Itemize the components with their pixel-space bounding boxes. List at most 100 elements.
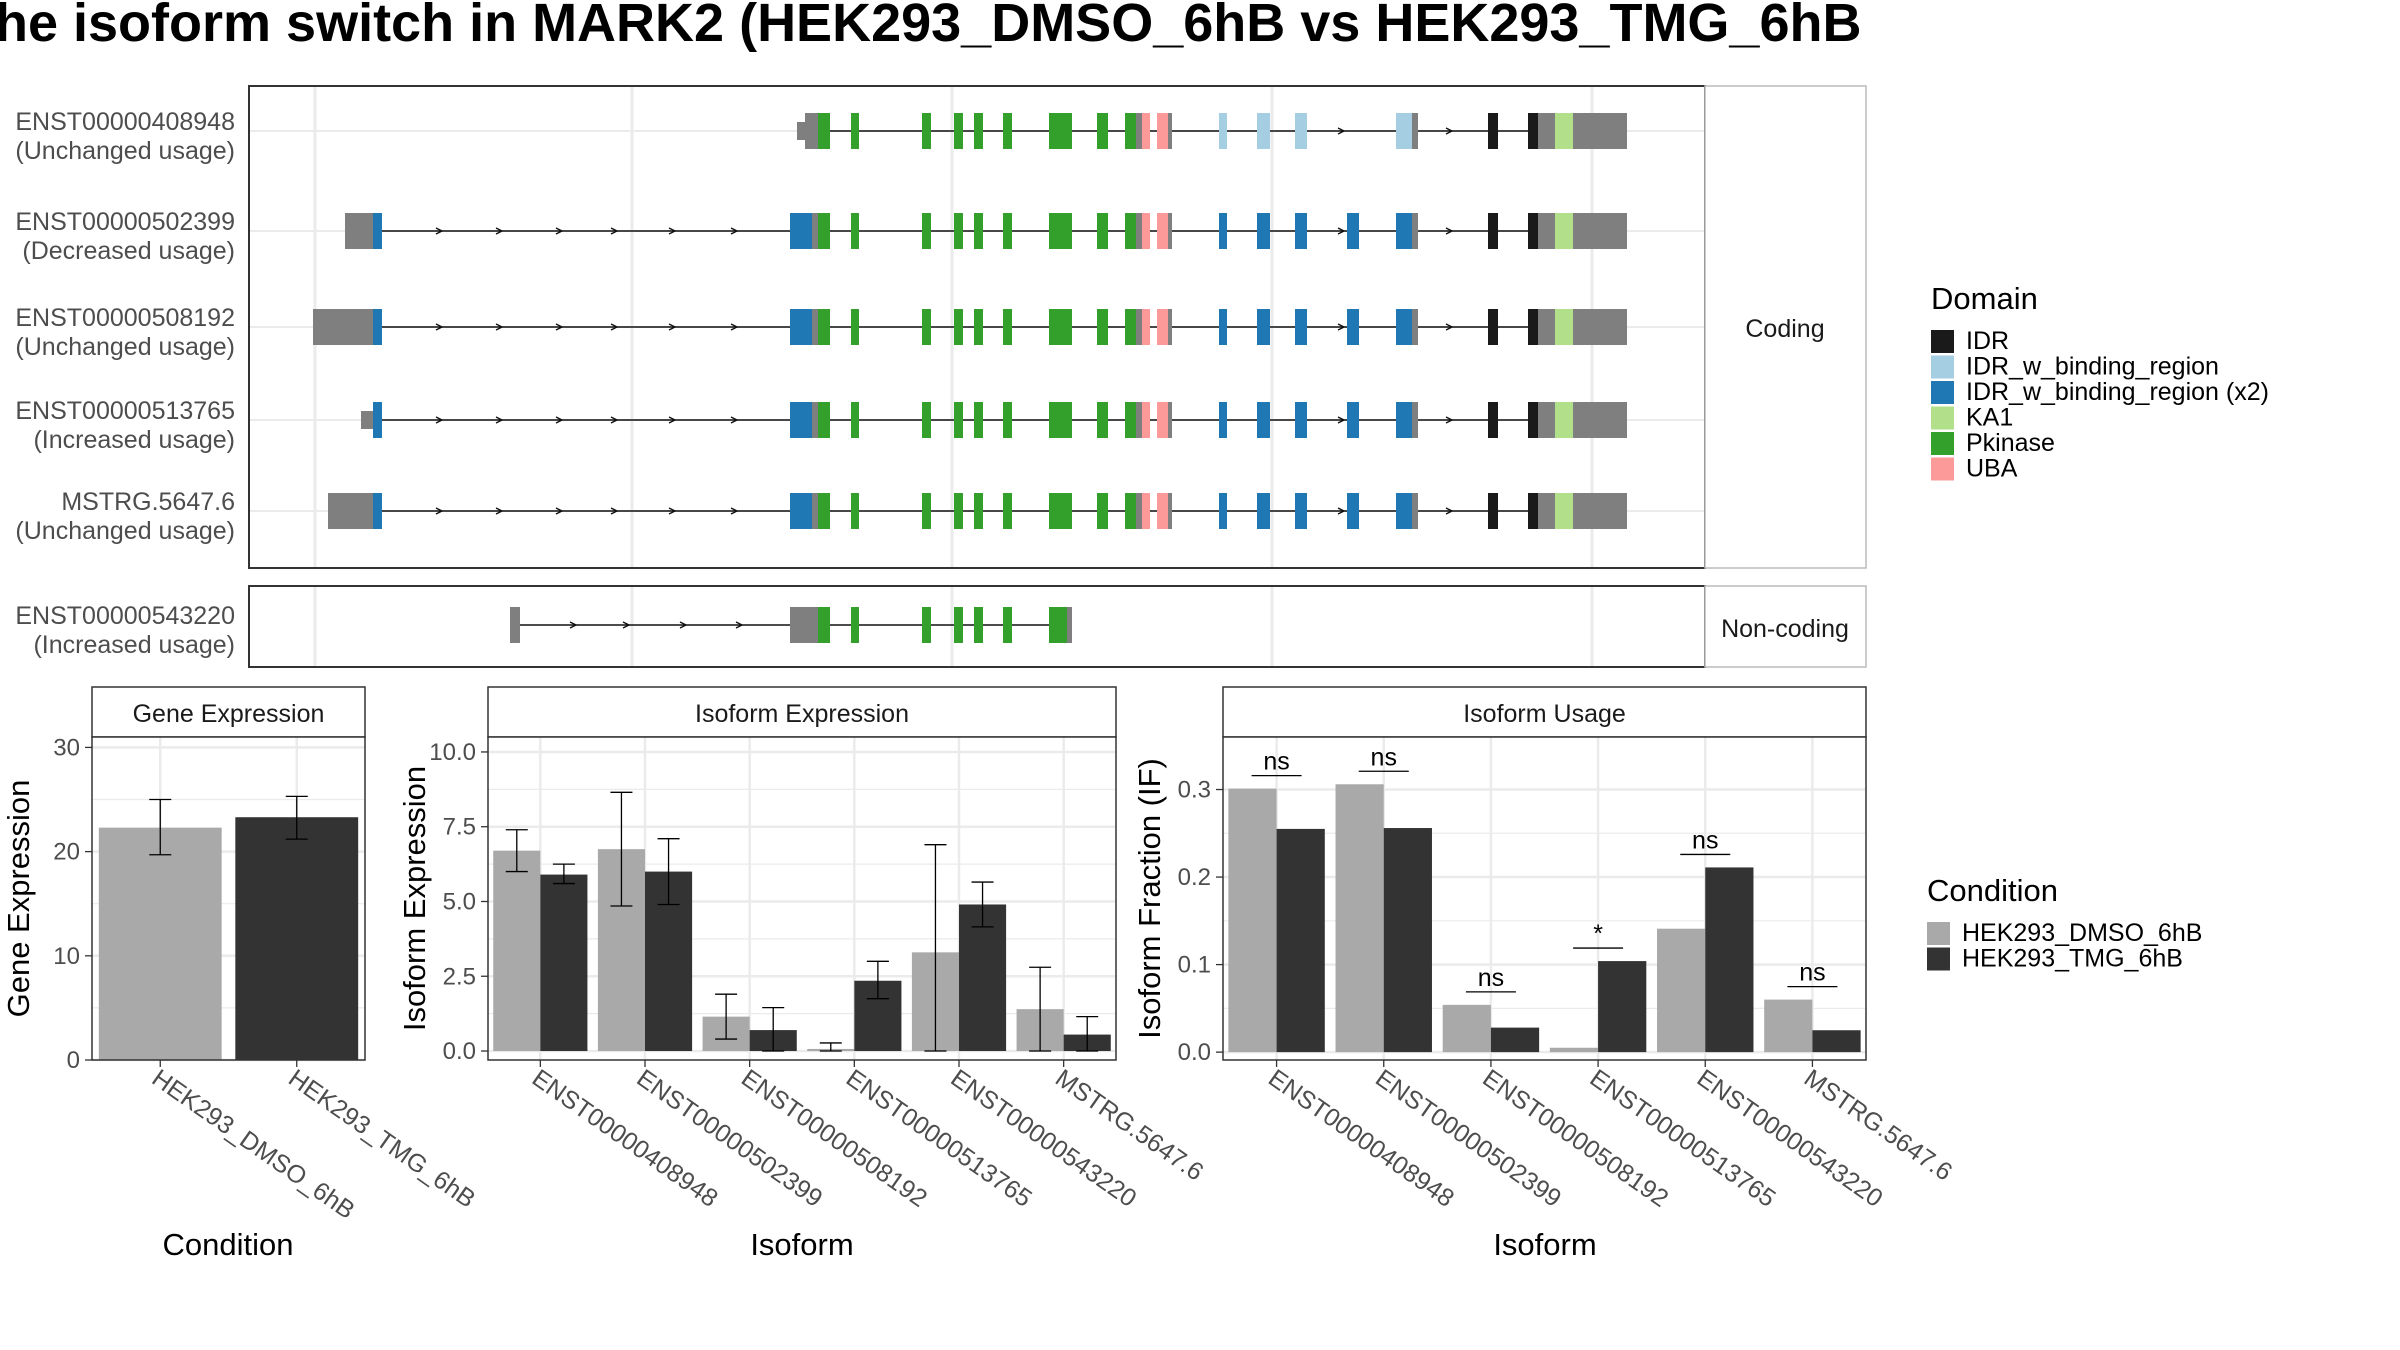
strand-arrow: [622, 621, 631, 629]
exon-pkinase: [1003, 113, 1012, 149]
exon-pkinase: [1097, 113, 1108, 149]
exon-utr: [1136, 213, 1142, 249]
strand-arrow: [555, 416, 564, 424]
legend-domain-label: Pkinase: [1966, 429, 2055, 457]
page-title: he isoform switch in MARK2 (HEK293_DMSO_…: [0, 0, 1861, 53]
facet-strip-noncoding: [1704, 585, 1867, 668]
legend-domain-swatch: [1931, 432, 1954, 455]
strand-arrow: [1445, 227, 1454, 235]
exon-utr: [805, 113, 818, 149]
strand-arrow: [569, 621, 578, 629]
strand-arrow: [610, 507, 619, 515]
exon-idr-w-binding-region-x2-: [1257, 213, 1270, 249]
exon-pkinase: [954, 113, 963, 149]
strand-arrow: [610, 323, 619, 331]
y-tick-label: 0.0: [443, 1038, 476, 1065]
exon-idr-w-binding-region-x2-: [1295, 309, 1307, 345]
exon-pkinase: [1125, 493, 1136, 529]
strand-arrow: [495, 416, 504, 424]
chart-title: Isoform Expression: [695, 700, 909, 728]
exon-utr: [1168, 402, 1172, 438]
chart-strip: [1222, 686, 1867, 738]
exon-pkinase: [974, 493, 983, 529]
exon-pkinase: [1125, 213, 1136, 249]
y-tick-label: 10.0: [429, 739, 476, 766]
strand-arrow: [1445, 127, 1454, 135]
legend-domain-label: IDR_w_binding_region (x2): [1966, 378, 2269, 406]
x-tick-label: ENST00000508192: [736, 1064, 932, 1213]
bar: [1598, 961, 1647, 1053]
chart-border: [91, 736, 366, 1061]
strand-arrow: [435, 507, 444, 515]
transcript-usage-label: (Unchanged usage): [15, 137, 235, 165]
exon-pkinase: [974, 607, 983, 643]
significance-label: ns: [1799, 959, 1825, 987]
exon-utr: [510, 607, 520, 643]
exon-pkinase: [851, 213, 859, 249]
exon-utr: [313, 309, 373, 345]
exon-idr: [1488, 309, 1498, 345]
exon-pkinase: [922, 213, 931, 249]
exon-idr-w-binding-region-x2-: [1347, 493, 1359, 529]
y-tick-label: 7.5: [443, 814, 476, 841]
y-axis-title: Isoform Expression: [397, 766, 432, 1031]
y-tick-label: 0.1: [1178, 952, 1211, 979]
transcript-usage-label: (Decreased usage): [22, 237, 235, 265]
exon-utrthin: [1573, 402, 1627, 438]
x-axis-title: Condition: [163, 1227, 294, 1262]
legend-domain-label: UBA: [1966, 455, 2018, 483]
exon-uba: [1142, 309, 1150, 345]
strand-arrow: [735, 621, 744, 629]
exon-pkinase: [851, 493, 859, 529]
exon-pkinase: [922, 607, 931, 643]
exon-ka1: [1555, 213, 1573, 249]
strand-arrow: [668, 416, 677, 424]
significance-label: *: [1593, 920, 1603, 948]
bar: [493, 850, 541, 1052]
strand-arrow: [495, 323, 504, 331]
transcript-id-label: ENST00000408948: [15, 108, 235, 136]
significance-label: ns: [1371, 743, 1397, 771]
strand-arrow: [435, 323, 444, 331]
exon-utrsmall: [797, 122, 805, 140]
exon-pkinase: [1003, 213, 1012, 249]
exon-uba: [1157, 213, 1168, 249]
exon-utr: [1412, 493, 1418, 529]
exon-utr: [1136, 309, 1142, 345]
exon-idr-w-binding-region-x2-: [790, 493, 812, 529]
x-tick-label: ENST00000408948: [1263, 1064, 1459, 1213]
exon-idr-w-binding-region-x2-: [1396, 309, 1412, 345]
exon-uba: [1157, 113, 1168, 149]
exon-pkinase: [1097, 309, 1108, 345]
exon-pkinase: [954, 402, 963, 438]
exon-utr: [1168, 309, 1172, 345]
exon-ka1: [1555, 309, 1573, 345]
chart-isoform-usage: Isoform Usage ns ENST00000408948 ns ENST0000…: [1132, 686, 1957, 1262]
strand-arrow: [610, 227, 619, 235]
exon-utr: [1538, 493, 1555, 529]
legend-domain-label: IDR: [1966, 327, 2009, 355]
exon-pkinase: [922, 309, 931, 345]
exon-idr-w-binding-region-x2-: [1347, 309, 1359, 345]
bar: [1228, 788, 1277, 1053]
y-tick-label: 5.0: [443, 888, 476, 915]
legend-domain-label: IDR_w_binding_region: [1966, 353, 2219, 381]
transcript-usage-label: (Increased usage): [33, 426, 235, 454]
legend-domain-swatch: [1931, 355, 1954, 379]
exon-pkinase: [922, 493, 931, 529]
chart-isoform-expression: Isoform ExpressionENST00000408948ENST000…: [397, 686, 1209, 1262]
bar: [1812, 1030, 1861, 1053]
exon-utrsmall: [361, 411, 373, 429]
exon-pkinase: [954, 607, 963, 643]
transcript-id-label: ENST00000508192: [15, 304, 235, 332]
exon-utr: [1412, 113, 1418, 149]
exon-idr: [1528, 493, 1538, 529]
y-tick-label: 0: [67, 1047, 80, 1074]
exon-idr-w-binding-region-x2-: [373, 493, 382, 529]
exon-uba: [1142, 493, 1150, 529]
bar: [1657, 928, 1706, 1053]
exon-uba: [1157, 493, 1168, 529]
exon-utrthin: [1573, 309, 1627, 345]
legend-condition-swatch: [1927, 947, 1950, 971]
